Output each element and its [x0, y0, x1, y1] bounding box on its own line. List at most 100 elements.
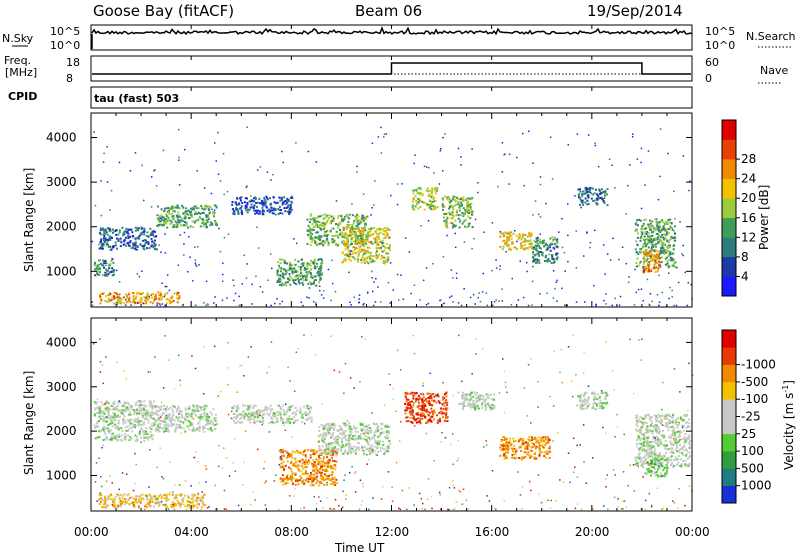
power-colorbar-swatch-5 — [722, 179, 736, 199]
freq-line — [92, 63, 691, 74]
power-colorbar-swatch-8 — [722, 120, 736, 140]
velocity-colorbar-swatch-8 — [722, 347, 736, 365]
power-colorbar-swatch-3 — [722, 218, 736, 238]
power-colorbar-label-4: 20 — [741, 191, 756, 205]
velocity-colorbar-label-3: 25 — [741, 427, 756, 441]
power-region-8 — [442, 196, 474, 229]
velocity-colorbar-label-0: 1000 — [741, 479, 772, 493]
velocity-colorbar-swatch-4 — [722, 417, 736, 435]
x-tick-label-0: 00:00 — [74, 525, 109, 539]
velocity-region-4 — [318, 422, 391, 455]
velocity-colorbar-label-sup: -1 — [781, 385, 790, 393]
station-title: Goose Bay (fitACF) — [93, 2, 234, 20]
nsearch-label: N.Search — [746, 30, 796, 43]
velocity-region-1 — [154, 405, 218, 433]
nave-ytick-bottom: 0 — [705, 72, 712, 85]
power-scatter — [92, 127, 693, 307]
power-colorbar-label-0: 4 — [741, 269, 749, 283]
cpid-text: tau (fast) 503 — [94, 92, 179, 105]
velocity-colorbar-label-4: -25 — [741, 410, 761, 424]
velocity-colorbar-label-close: ] — [782, 380, 796, 385]
velocity-colorbar-swatch-9 — [722, 330, 736, 348]
x-tick-label-6: 00:00 — [675, 525, 710, 539]
velocity-region-7 — [499, 436, 551, 460]
velocity-ylabel: Slant Range [km] — [22, 371, 36, 475]
nsky-ytick-top: 10^5 — [50, 25, 80, 38]
velocity-colorbar-swatch-5 — [722, 399, 736, 417]
power-colorbar-swatch-2 — [722, 237, 736, 257]
nave-label: Nave — [760, 64, 788, 77]
velocity-colorbar-label-2: 100 — [741, 444, 764, 458]
power-ytick-label-1: 2000 — [46, 220, 77, 234]
velocity-colorbar-swatch-6 — [722, 382, 736, 400]
x-tick-label-2: 08:00 — [274, 525, 309, 539]
x-tick-label-3: 12:00 — [375, 525, 410, 539]
velocity-colorbar-swatch-7 — [722, 365, 736, 383]
beam-title: Beam 06 — [355, 2, 422, 20]
power-panel-frame — [91, 113, 692, 307]
velocity-region-6 — [458, 391, 496, 411]
power-region-11 — [578, 187, 609, 206]
power-colorbar-swatch-4 — [722, 198, 736, 218]
power-ytick-label-3: 4000 — [46, 131, 77, 145]
velocity-region-9 — [635, 413, 692, 468]
nave-ytick-top: 60 — [705, 56, 719, 69]
velocity-colorbar-label-5: -100 — [741, 392, 768, 406]
velocity-ytick-label-1: 2000 — [46, 424, 77, 438]
power-colorbar-label-5: 24 — [741, 172, 756, 186]
velocity-colorbar-label-1: 500 — [741, 461, 764, 475]
power-region-3 — [231, 196, 293, 216]
nsearch-ytick-bottom: 10^0 — [705, 39, 735, 52]
velocity-colorbar-label-main: Velocity [m s — [782, 393, 796, 470]
x-tick-label-5: 20:00 — [575, 525, 610, 539]
freq-ytick-top: 18 — [66, 56, 80, 69]
velocity-region-5 — [404, 392, 449, 425]
nsky-trace — [92, 28, 692, 49]
freq-label-line2: [MHz] — [5, 66, 37, 79]
x-tick-label-4: 16:00 — [475, 525, 510, 539]
power-colorbar-swatch-7 — [722, 140, 736, 160]
date-title: 19/Sep/2014 — [587, 2, 683, 20]
velocity-region-0 — [94, 400, 156, 442]
velocity-region-2 — [231, 405, 312, 425]
power-colorbar-swatch-1 — [722, 257, 736, 277]
time-xlabel: Time UT — [334, 541, 385, 554]
freq-ytick-bottom: 8 — [66, 72, 73, 85]
power-colorbar-swatch-6 — [722, 159, 736, 179]
power-region-7 — [412, 187, 439, 211]
power-region-1 — [99, 227, 158, 251]
nsky-ytick-bottom: 10^0 — [50, 39, 80, 52]
power-colorbar-label: Power [dB] — [757, 185, 771, 250]
nsearch-ytick-top: 10^5 — [705, 25, 735, 38]
velocity-region-8 — [577, 392, 608, 411]
velocity-heatmap — [93, 334, 693, 510]
velocity-region-11 — [99, 493, 206, 508]
velocity-region-3 — [279, 449, 338, 487]
x-tick-label-1: 04:00 — [174, 525, 209, 539]
velocity-colorbar-label: Velocity [m s-1] — [781, 380, 796, 470]
power-colorbar-swatch-0 — [722, 276, 736, 296]
nsky-label: N.Sky — [2, 32, 34, 45]
power-heatmap — [92, 127, 693, 307]
power-region-10 — [532, 236, 559, 264]
velocity-colorbar-swatch-2 — [722, 451, 736, 469]
cpid-label: CPID — [8, 90, 37, 103]
power-region-6 — [342, 227, 391, 265]
freq-trace — [92, 63, 691, 74]
velocity-colorbar-swatch-0 — [722, 486, 736, 504]
power-region-2 — [156, 205, 218, 229]
velocity-colorbar-swatch-3 — [722, 434, 736, 452]
power-ylabel: Slant Range [km] — [22, 168, 36, 272]
power-ytick-label-2: 3000 — [46, 175, 77, 189]
power-region-4 — [277, 258, 324, 287]
velocity-ytick-label-2: 3000 — [46, 380, 77, 394]
power-ytick-label-0: 1000 — [46, 264, 77, 278]
velocity-colorbar-swatch-1 — [722, 468, 736, 486]
power-colorbar-label-6: 28 — [741, 152, 756, 166]
velocity-ytick-label-0: 1000 — [46, 469, 77, 483]
power-colorbar-label-1: 8 — [741, 250, 749, 264]
